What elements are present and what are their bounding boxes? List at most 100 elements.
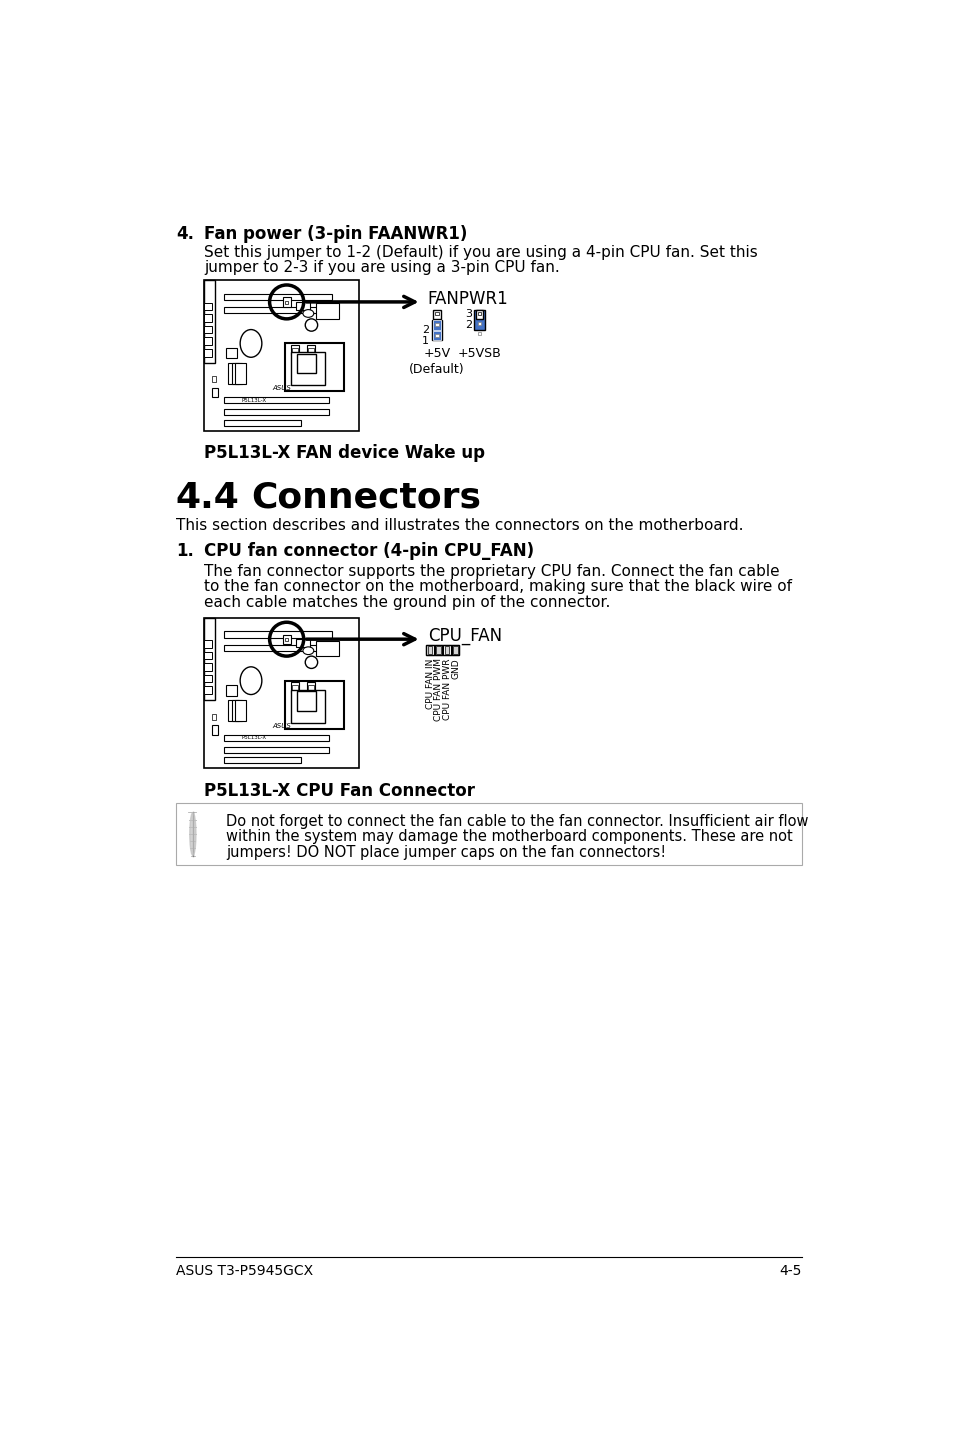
Bar — [204, 651, 212, 659]
Bar — [435, 312, 438, 315]
Bar — [204, 617, 215, 700]
Bar — [204, 686, 212, 695]
Bar — [224, 397, 329, 404]
Text: FANPWR1: FANPWR1 — [427, 289, 508, 308]
Bar — [204, 326, 212, 334]
Bar — [226, 684, 236, 696]
Bar — [285, 680, 344, 729]
Bar — [235, 362, 246, 384]
Bar — [212, 388, 218, 397]
Text: Do not forget to connect the fan cable to the fan connector. Insufficient air fl: Do not forget to connect the fan cable t… — [226, 814, 808, 828]
Bar — [315, 641, 339, 656]
Bar — [291, 345, 298, 355]
Text: 2: 2 — [421, 325, 429, 335]
Bar — [204, 280, 215, 362]
Bar — [232, 700, 242, 722]
Bar — [292, 684, 298, 690]
Bar — [204, 315, 212, 322]
Bar — [433, 331, 440, 341]
Circle shape — [305, 319, 317, 331]
Bar — [297, 692, 315, 710]
Text: 1: 1 — [422, 336, 429, 347]
Bar — [285, 638, 288, 641]
Bar — [204, 280, 359, 430]
Bar — [224, 644, 332, 651]
Text: 1.: 1. — [175, 542, 193, 561]
Bar — [477, 322, 480, 325]
Text: 4.4: 4.4 — [175, 480, 239, 515]
Text: This section describes and illustrates the connectors on the motherboard.: This section describes and illustrates t… — [175, 518, 742, 532]
Bar — [295, 302, 310, 309]
Text: P5L13L-X: P5L13L-X — [241, 735, 267, 741]
Bar — [204, 338, 212, 345]
Bar — [477, 332, 480, 335]
Bar — [291, 682, 298, 693]
Bar — [232, 362, 242, 384]
Text: 3: 3 — [464, 309, 472, 319]
Bar — [435, 324, 438, 326]
Bar — [307, 345, 314, 355]
Ellipse shape — [303, 647, 314, 654]
Bar — [282, 298, 291, 306]
Text: ASUS: ASUS — [273, 723, 291, 729]
Text: to the fan connector on the motherboard, making sure that the black wire of: to the fan connector on the motherboard,… — [204, 580, 792, 594]
Bar — [224, 410, 329, 416]
Bar — [435, 644, 442, 656]
Text: Connectors: Connectors — [251, 480, 480, 515]
Bar — [212, 713, 216, 720]
Bar — [444, 646, 449, 654]
Bar — [228, 700, 238, 722]
Bar — [224, 295, 332, 301]
Text: ASUS T3-P5945GCX: ASUS T3-P5945GCX — [175, 1264, 313, 1278]
Bar — [443, 644, 451, 656]
Text: each cable matches the ground pin of the connector.: each cable matches the ground pin of the… — [204, 594, 610, 610]
Bar — [204, 663, 212, 670]
Bar — [224, 735, 329, 741]
Bar — [431, 321, 442, 341]
Text: P5L13L-X: P5L13L-X — [241, 398, 267, 403]
Bar — [433, 321, 440, 329]
Text: +5V
(Default): +5V (Default) — [409, 347, 464, 375]
Bar — [226, 348, 236, 358]
Bar — [282, 634, 291, 644]
Bar — [212, 726, 218, 735]
Bar — [224, 420, 301, 426]
Bar — [285, 344, 344, 391]
Text: 2: 2 — [464, 321, 472, 329]
Text: jumpers! DO NOT place jumper caps on the fan connectors!: jumpers! DO NOT place jumper caps on the… — [226, 844, 665, 860]
Text: P5L13L-X FAN device Wake up: P5L13L-X FAN device Wake up — [204, 444, 485, 463]
Text: 4-5: 4-5 — [779, 1264, 801, 1278]
Bar — [224, 308, 332, 313]
Bar — [297, 354, 315, 374]
Bar — [175, 804, 801, 864]
Bar — [224, 631, 332, 637]
Bar — [452, 644, 459, 656]
Polygon shape — [190, 812, 195, 856]
Text: CPU FAN PWR: CPU FAN PWR — [442, 659, 451, 720]
Bar — [427, 646, 432, 654]
Bar — [477, 312, 480, 315]
Ellipse shape — [240, 329, 261, 357]
Bar — [426, 644, 459, 656]
Bar — [307, 682, 314, 693]
Bar — [426, 644, 434, 656]
Bar — [224, 756, 301, 764]
Bar — [315, 303, 339, 319]
Bar — [291, 352, 325, 385]
Ellipse shape — [240, 667, 261, 695]
Bar — [204, 302, 212, 311]
Bar — [453, 646, 457, 654]
Bar — [436, 646, 440, 654]
Bar — [307, 348, 314, 352]
Circle shape — [305, 656, 317, 669]
Bar — [292, 348, 298, 352]
Text: CPU_FAN: CPU_FAN — [427, 627, 501, 644]
Bar — [433, 309, 440, 319]
Text: jumper to 2-3 if you are using a 3-pin CPU fan.: jumper to 2-3 if you are using a 3-pin C… — [204, 260, 559, 275]
Ellipse shape — [303, 309, 314, 318]
Bar — [307, 684, 314, 690]
Text: +5VSB: +5VSB — [457, 347, 501, 360]
Text: GND: GND — [451, 659, 459, 679]
Text: The fan connector supports the proprietary CPU fan. Connect the fan cable: The fan connector supports the proprieta… — [204, 564, 780, 578]
Bar — [474, 309, 484, 329]
